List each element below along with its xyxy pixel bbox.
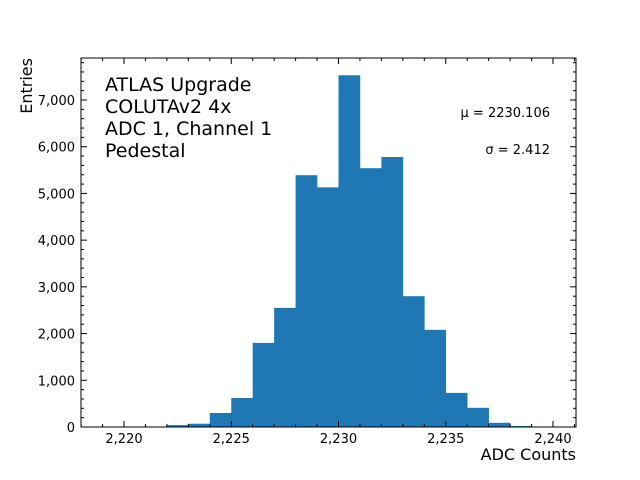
histogram-bar [317,187,339,427]
histogram-bar [231,398,253,427]
mean-label: μ = 2230.106 [461,106,550,121]
y-axis-ticks: 0 1,000 2,000 3,000 4,000 5,000 6,000 7,000 [38,62,576,436]
y-tick-label: 3,000 [38,281,75,296]
annotation-line-3: ADC 1, Channel 1 [105,118,272,140]
y-axis-label: Entries [17,58,36,114]
annotation-block: ATLAS Upgrade COLUTAv2 4x ADC 1, Channel… [105,74,272,162]
y-tick-label: 5,000 [38,187,75,202]
x-tick-label: 2,225 [213,432,250,447]
histogram-bar [381,156,404,427]
plot-frame [80,57,577,428]
y-tick-label: 6,000 [38,141,75,156]
histogram-bar [467,407,489,427]
y-tick-label: 2,000 [38,328,75,343]
histogram-bar [338,75,361,428]
histogram-bar [488,422,511,427]
annotation-line-2: COLUTAv2 4x [105,96,232,118]
histogram-bar [188,423,211,427]
histogram-bar [402,296,425,427]
x-tick-label: 2,240 [534,432,571,447]
y-tick-label: 1,000 [38,374,75,389]
histogram-bar [445,392,468,427]
histogram-bar [252,342,275,427]
y-tick-label: 4,000 [38,234,75,249]
histogram-bar [166,425,189,427]
x-tick-label: 2,230 [320,432,357,447]
histogram-bar [274,307,296,427]
x-axis-ticks: 2,220 2,225 2,230 2,235 2,240 [80,58,575,447]
y-tick-label: 0 [67,421,75,436]
histogram-bar [295,175,318,427]
x-axis-label: ADC Counts [481,445,576,464]
sigma-label: σ = 2.412 [485,143,550,158]
histogram-bar [359,168,382,427]
y-tick-label: 7,000 [38,94,75,109]
histogram-bar [424,329,447,427]
x-tick-label: 2,235 [427,432,464,447]
annotation-line-4: Pedestal [105,140,186,162]
annotation-line-1: ATLAS Upgrade [105,74,251,96]
x-tick-label: 2,220 [105,432,142,447]
histogram-bar [209,412,232,427]
